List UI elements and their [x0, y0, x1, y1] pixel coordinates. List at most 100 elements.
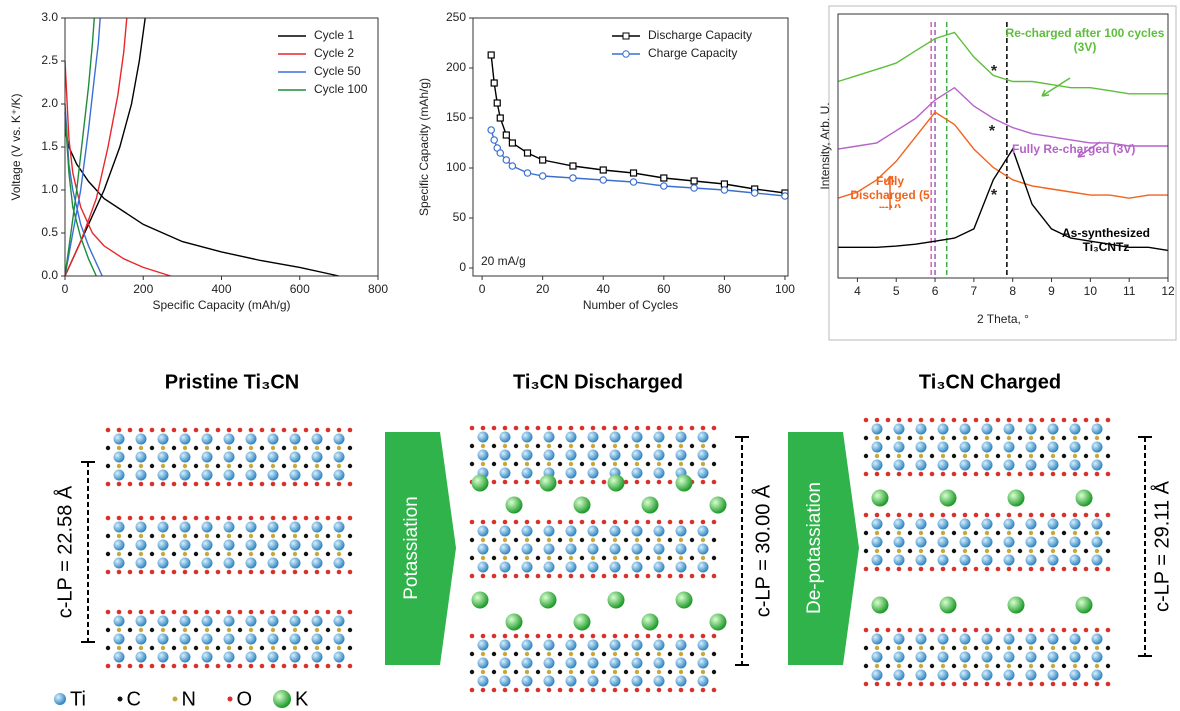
atom-o — [918, 417, 924, 423]
atom-c — [281, 533, 287, 539]
atom-c — [1039, 548, 1045, 554]
atom-o — [885, 512, 891, 518]
atom-n — [1006, 453, 1012, 459]
x-tick-label: 60 — [657, 282, 671, 296]
atom-ti — [521, 639, 533, 651]
atom-n — [1006, 663, 1012, 669]
atom-ti — [653, 431, 665, 443]
atom-o — [590, 573, 596, 579]
atom-ti — [653, 525, 665, 537]
atom-ti — [157, 433, 169, 445]
atom-ti — [981, 459, 993, 471]
atom-o — [237, 569, 243, 575]
atom-o — [995, 681, 1001, 687]
atom-ti — [675, 639, 687, 651]
atom-o — [711, 687, 717, 693]
atom-n — [336, 445, 342, 451]
marker — [720, 180, 728, 188]
atom-n — [568, 651, 574, 657]
atom-o — [634, 687, 640, 693]
atom-c — [601, 537, 607, 543]
series-line — [837, 86, 1168, 150]
atom-o — [138, 609, 144, 615]
atom-n — [1006, 435, 1012, 441]
atom-o — [1105, 681, 1111, 687]
atom-ti — [1091, 423, 1103, 435]
panel-title: Ti₃CN Charged — [919, 371, 1061, 393]
atom-o — [874, 512, 880, 518]
label-box: As-synthesized Ti₃CNTz — [1061, 226, 1151, 254]
atom-c — [579, 443, 585, 449]
atom-o — [1017, 417, 1023, 423]
atom-ti — [521, 561, 533, 573]
atom-o — [1028, 417, 1034, 423]
atom-ti — [135, 615, 147, 627]
atom-ti — [223, 451, 235, 463]
y-tick-label: 150 — [446, 110, 466, 124]
series-label: As-synthesized Ti₃CNTz — [1061, 226, 1151, 254]
atom-n — [896, 663, 902, 669]
atom-n — [984, 435, 990, 441]
marker — [493, 99, 501, 107]
atom-n — [160, 533, 166, 539]
atom-o — [325, 569, 331, 575]
atom-o — [568, 687, 574, 693]
legend-label: K — [295, 688, 309, 710]
atom-o — [347, 515, 353, 521]
atom-c — [303, 533, 309, 539]
atom-o — [689, 633, 695, 639]
atom-o — [656, 573, 662, 579]
x-tick-label: 12 — [1161, 284, 1175, 298]
atom-o — [303, 515, 309, 521]
atom-ti — [609, 639, 621, 651]
atom-n — [568, 669, 574, 675]
atom-ti — [937, 536, 949, 548]
atom-ti — [179, 521, 191, 533]
atom-ti — [981, 554, 993, 566]
atom-c — [601, 669, 607, 675]
atom-c — [149, 445, 155, 451]
atom-ti — [311, 451, 323, 463]
atom-n — [634, 461, 640, 467]
atom-n — [314, 645, 320, 651]
atom-ti — [543, 525, 555, 537]
atom-c — [951, 435, 957, 441]
marker — [490, 136, 499, 144]
legend-symbol — [54, 693, 66, 705]
atom-ti — [565, 639, 577, 651]
atom-o — [480, 573, 486, 579]
atom-n — [612, 651, 618, 657]
atom-o — [1061, 681, 1067, 687]
atom-ti — [289, 521, 301, 533]
atom-o — [171, 609, 177, 615]
atom-n — [656, 555, 662, 561]
atom-o — [149, 569, 155, 575]
atom-o — [896, 681, 902, 687]
atom-ti — [697, 561, 709, 573]
atom-o — [568, 479, 574, 485]
atom-ti — [653, 561, 665, 573]
atom-ti — [499, 449, 511, 461]
atom-o — [347, 569, 353, 575]
atom-o — [226, 609, 232, 615]
atom-c — [193, 627, 199, 633]
atom-o — [1039, 417, 1045, 423]
atom-c — [667, 669, 673, 675]
atom-o — [149, 427, 155, 433]
atom-o — [656, 687, 662, 693]
atom-o — [907, 471, 913, 477]
legend-label: Charge Capacity — [648, 46, 737, 60]
atom-o — [918, 681, 924, 687]
atom-ti — [113, 469, 125, 481]
atom-c — [237, 533, 243, 539]
atom-o — [689, 687, 695, 693]
atom-n — [292, 463, 298, 469]
x-axis-label: 2 Theta, ° — [977, 312, 1029, 326]
atom-ti — [893, 536, 905, 548]
atom-o — [314, 515, 320, 521]
arrow — [788, 432, 859, 665]
atom-o — [215, 427, 221, 433]
atom-o — [711, 519, 717, 525]
atom-o — [678, 425, 684, 431]
atom-n — [1028, 645, 1034, 651]
